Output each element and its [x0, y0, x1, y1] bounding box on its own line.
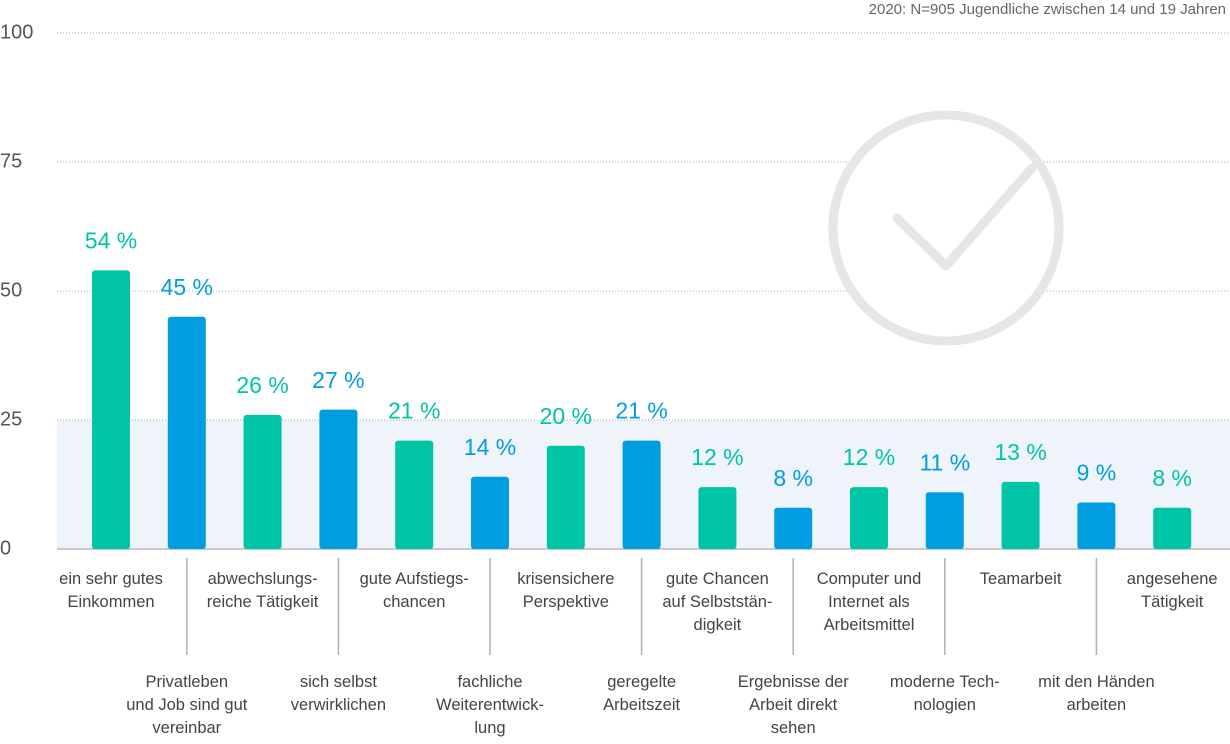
x-tick-label: gute Chancen auf Selbststän-digkeit — [662, 570, 772, 634]
bar — [471, 476, 509, 549]
bar — [1001, 481, 1040, 549]
y-tick-label: 50 — [0, 279, 22, 301]
bar — [546, 445, 585, 549]
y-tick-label: 0 — [0, 537, 11, 559]
bar — [1077, 502, 1116, 549]
value-label: 45 % — [161, 274, 213, 300]
value-label: 9 % — [1077, 460, 1117, 486]
value-label: 26 % — [236, 372, 288, 398]
value-label: 8 % — [773, 465, 813, 491]
bar — [167, 316, 206, 549]
check-mark — [892, 163, 1037, 271]
value-label: 13 % — [994, 439, 1046, 465]
x-tick-label: gute Aufstiegs-chancen — [360, 570, 469, 611]
x-tick-label: Computer und Internet als Arbeitsmittel — [817, 570, 922, 634]
bar — [92, 270, 130, 549]
y-tick-label: 25 — [0, 408, 22, 430]
bar — [622, 440, 661, 549]
value-label: 20 % — [540, 403, 592, 429]
check-icon — [828, 110, 1064, 346]
value-label: 12 % — [691, 444, 743, 470]
x-tick-label: geregelte Arbeitszeit — [603, 673, 680, 714]
x-tick-label: moderne Tech-nologien — [890, 673, 1000, 714]
bar — [698, 487, 737, 549]
chart-subtitle: 2020: N=905 Jugendliche zwischen 14 und … — [869, 1, 1226, 18]
y-tick-label: 100 — [0, 21, 33, 43]
y-tick-label: 75 — [0, 150, 22, 172]
bar — [395, 440, 434, 549]
x-tick-label: sich selbst verwirklichen — [291, 673, 386, 714]
value-label: 21 % — [615, 398, 667, 424]
value-label: 14 % — [464, 434, 516, 460]
x-tick-label: fachliche Weiterentwick-lung — [436, 673, 544, 737]
value-label: 54 % — [85, 227, 137, 253]
value-label: 11 % — [919, 449, 970, 475]
x-tick-label: mit den Händen arbeiten — [1038, 673, 1155, 714]
value-label: 21 % — [388, 398, 440, 424]
bar — [774, 507, 813, 549]
bar — [850, 487, 888, 549]
bar — [1153, 507, 1192, 549]
x-tick-label: Teamarbeit — [980, 570, 1062, 588]
bar — [925, 492, 964, 549]
x-tick-label: krisensichere Perspektive — [517, 570, 614, 611]
value-label: 27 % — [312, 367, 364, 393]
x-tick-label: abwechslungs-reiche Tätigkeit — [207, 570, 319, 611]
x-tick-label: angesehene Tätigkeit — [1127, 570, 1218, 611]
x-tick-label: Privatleben und Job sind gut vereinbar — [126, 673, 248, 737]
x-tick-label: Ergebnisse der Arbeit direkt sehen — [738, 673, 849, 737]
value-label: 12 % — [843, 444, 895, 470]
bar — [243, 414, 282, 549]
x-tick-label: ein sehr gutes Einkommen — [59, 570, 163, 611]
value-label: 8 % — [1152, 465, 1192, 491]
bar — [319, 409, 358, 549]
